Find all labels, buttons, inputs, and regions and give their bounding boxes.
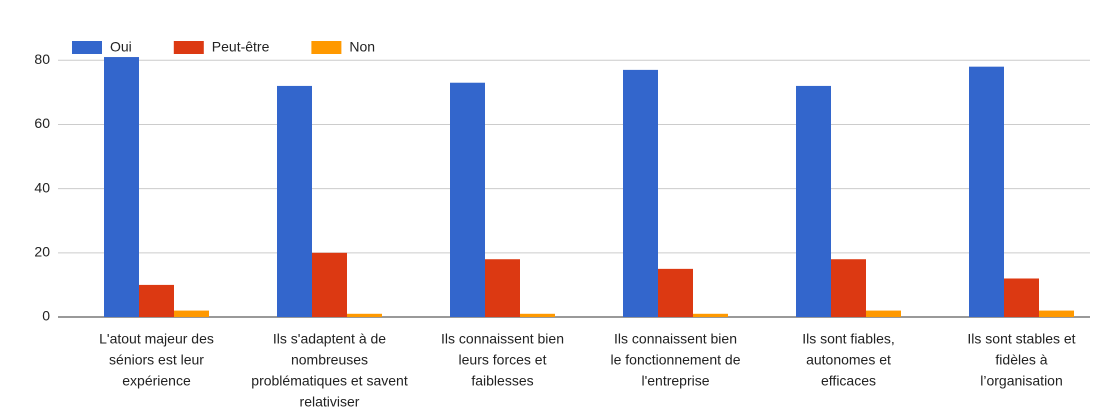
x-tick-label: relativiser [300,394,360,410]
x-tick-label: l’organisation [980,373,1063,389]
bar [658,268,693,317]
x-tick-label: L'atout majeur des [99,331,214,347]
bar [450,82,485,317]
x-tick-label: Ils sont fiables, [802,331,895,347]
x-tick-label: nombreuses [291,352,368,368]
legend-swatch [72,41,102,54]
bar [347,313,382,317]
bar [1039,310,1074,317]
bar [866,310,901,317]
x-tick-label: l'entreprise [641,373,709,389]
x-tick-label: problématiques et savent [251,373,408,389]
bar [831,259,866,317]
bar [693,313,728,317]
legend-swatch [173,41,204,54]
legend-label: Non [349,39,375,55]
bar [139,284,174,317]
x-tick-label: Ils sont stables et [967,331,1075,347]
y-tick-label: 0 [42,308,50,324]
bar [520,313,555,317]
x-tick-label: autonomes et [806,352,891,368]
x-tick-label: Ils s'adaptent à de [273,331,386,347]
bar [1004,278,1039,317]
x-tick-label: efficaces [821,373,876,389]
y-tick-label: 40 [34,179,50,195]
x-tick-label: fidèles à [995,352,1047,368]
x-tick-label: séniors est leur [109,352,204,368]
x-tick-label: expérience [122,373,191,389]
bar [796,85,831,317]
y-tick-label: 80 [34,51,50,67]
x-tick-label: Ils connaissent bien [614,331,737,347]
bar [174,310,209,317]
y-tick-label: 60 [34,115,50,131]
bar [969,66,1004,318]
legend-label: Oui [110,39,132,55]
x-tick-label: le fonctionnement de [611,352,741,368]
legend-swatch [311,41,342,54]
x-tick-label: faiblesses [471,373,533,389]
bar [104,57,139,318]
bar [485,259,520,317]
bar [312,252,347,317]
bar [623,69,658,317]
x-tick-label: leurs forces et [459,352,547,368]
bar [277,85,312,317]
y-tick-label: 20 [34,244,50,260]
x-tick-label: Ils connaissent bien [441,331,564,347]
legend-label: Peut-être [212,39,270,55]
